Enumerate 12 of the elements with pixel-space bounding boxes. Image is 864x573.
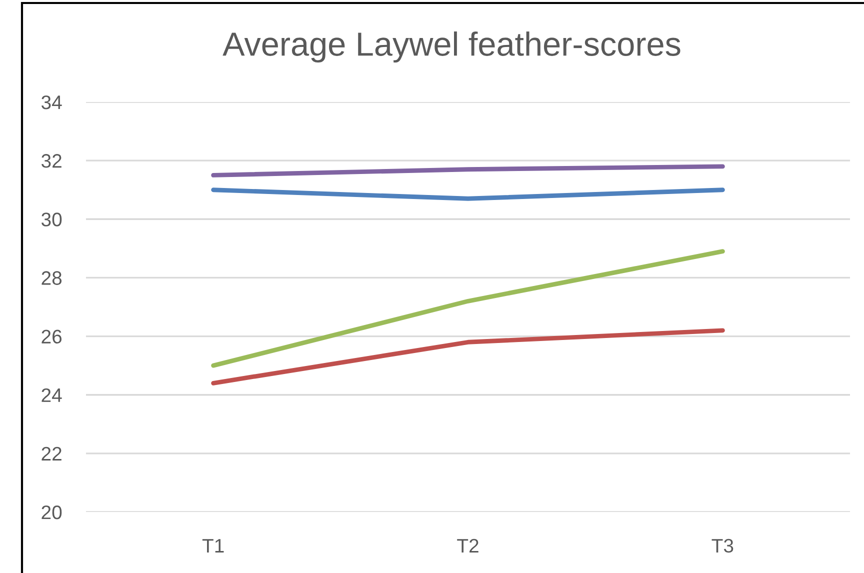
y-tick-label: 22	[42, 446, 62, 460]
y-tick-label: 34	[42, 95, 62, 110]
x-tick-label: T2	[457, 538, 478, 552]
x-tick-label: T1	[202, 539, 224, 552]
x-tick-label: T3	[712, 538, 734, 553]
chart-title: Average Laywel feather-scores	[222, 31, 680, 63]
y-tick-label: 32	[42, 154, 62, 168]
y-tick-label: 26	[42, 330, 62, 344]
y-tick-label: 30	[42, 212, 62, 226]
y-tick-label: 24	[42, 388, 62, 402]
y-tick-label: 28	[42, 271, 62, 285]
y-tick-label: 20	[42, 505, 62, 520]
